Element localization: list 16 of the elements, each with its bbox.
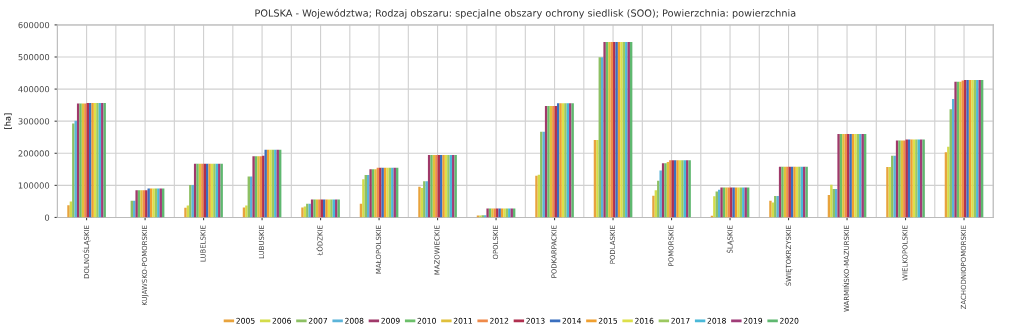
y-tick-label: 200000 bbox=[18, 150, 50, 157]
y-tick-label: 400000 bbox=[18, 86, 50, 93]
y-tick-label: 600000 bbox=[18, 21, 50, 29]
y-tick-label: 0 bbox=[44, 214, 50, 221]
bar bbox=[713, 196, 716, 218]
bar bbox=[659, 170, 662, 218]
bar bbox=[830, 184, 833, 218]
bar bbox=[362, 179, 365, 218]
bar bbox=[947, 146, 950, 218]
chart-title: POLSKA - Województwa; Rodzaj obszaru: specjalne obszary ochrony siedlisk (SOO); Powierzchnia: powierzchnia bbox=[255, 8, 796, 19]
y-tick-label: 300000 bbox=[18, 118, 50, 125]
y-tick-label: 100000 bbox=[18, 182, 50, 189]
y-axis-title: [ha] bbox=[4, 113, 12, 129]
bar bbox=[652, 195, 655, 218]
y-tick-label: 500000 bbox=[18, 53, 50, 61]
bar bbox=[67, 205, 70, 218]
